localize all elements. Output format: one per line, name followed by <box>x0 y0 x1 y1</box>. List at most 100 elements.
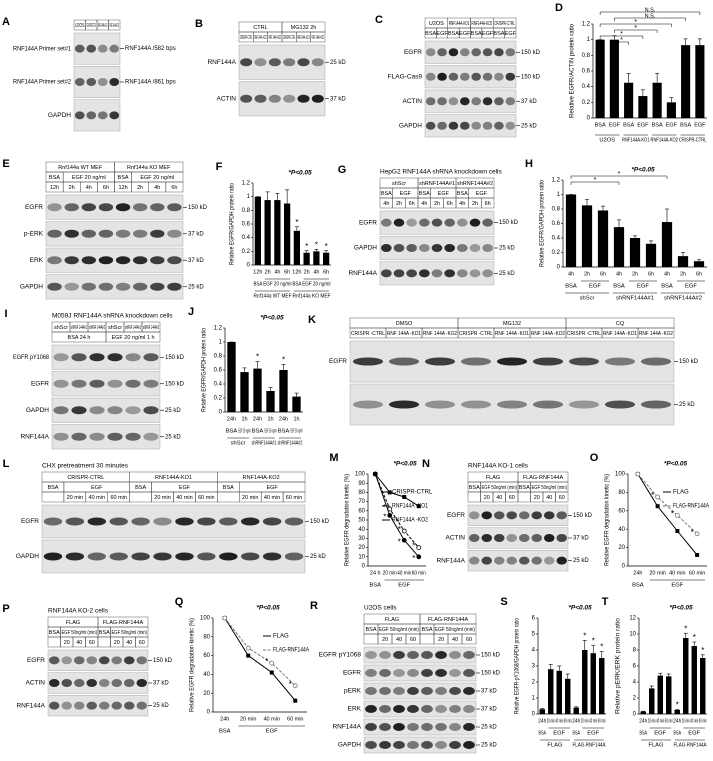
header-label: 2h <box>434 201 440 207</box>
panel-label: A <box>2 16 10 28</box>
band <box>424 357 456 366</box>
bar <box>581 205 593 267</box>
band <box>74 111 85 120</box>
point <box>416 554 422 560</box>
band <box>86 701 97 710</box>
header-label: CRISPR -CTRL <box>351 331 385 337</box>
series-line <box>637 473 698 556</box>
bar <box>681 45 691 118</box>
comparison-label: N.S. <box>645 7 656 13</box>
header-label: BSA <box>381 191 392 197</box>
header-label: 40 min <box>176 495 193 501</box>
header-label: 40 <box>126 640 132 646</box>
header-label: EGF <box>179 485 191 491</box>
bar <box>274 200 281 265</box>
x-tick-label: 6h <box>696 271 702 277</box>
header-cell <box>129 491 152 503</box>
y-axis-label: Relative EGFR/GAPDH protein ratio <box>230 182 236 265</box>
gel-title: U2OS cells <box>364 605 397 612</box>
significance: * <box>671 510 674 519</box>
band <box>311 94 324 103</box>
marker-label: 150 kD <box>165 355 185 361</box>
marker-label: 150 kD <box>499 220 519 226</box>
header-label: MG132 2h <box>291 25 317 31</box>
band <box>448 97 459 106</box>
band <box>87 552 106 561</box>
band <box>460 48 470 57</box>
band <box>424 400 456 409</box>
band <box>419 244 430 252</box>
band <box>284 552 304 561</box>
header-label: RNF 144A -KO1 <box>297 35 309 41</box>
band <box>240 58 253 67</box>
bar <box>582 650 588 714</box>
header-label: 6h <box>447 201 453 207</box>
band <box>379 723 391 731</box>
marker-label: 37 kD <box>188 258 204 264</box>
bracket <box>614 17 686 21</box>
marker-label: 25 kD <box>330 60 346 66</box>
header-label: RNF 144A -KO2 <box>312 35 324 41</box>
band <box>463 651 475 659</box>
band <box>494 511 505 520</box>
header-label: EGF <box>459 31 471 37</box>
blot-strip <box>51 344 161 370</box>
band <box>471 121 481 130</box>
subgroups-label: BSA <box>293 282 302 288</box>
band <box>437 121 447 130</box>
gel-title: M059J RNF144A shRNA knockdown cells <box>52 313 173 320</box>
panel-label: R <box>310 600 318 612</box>
header-label: FLAG-RNF144A <box>428 617 469 623</box>
header-label: 4h <box>383 201 389 207</box>
significance: * <box>412 542 415 551</box>
x-tick-label: 2h <box>304 269 310 275</box>
x-tick-label: 40 min <box>555 718 563 724</box>
band <box>71 379 87 388</box>
band <box>435 741 447 749</box>
band <box>460 121 470 130</box>
x-tick-label: 40 min <box>656 718 664 724</box>
y-tick-label: 70 <box>358 499 365 505</box>
row-label: FLAG-Cas9 <box>388 73 423 80</box>
groups-label: CRISPR-CTRL <box>679 138 707 144</box>
header-cell <box>97 636 111 648</box>
groups-label: Rnf144a KO MEF <box>293 294 331 300</box>
row-label: EGFR pY1068 <box>319 652 362 659</box>
band <box>519 511 530 520</box>
band <box>393 651 405 659</box>
band <box>407 669 419 677</box>
y-tick-label: 10 <box>358 554 365 560</box>
band <box>494 97 504 106</box>
band <box>262 552 282 561</box>
band <box>393 687 405 695</box>
header-label: RNF 144A -KO2 <box>639 331 673 337</box>
panel-label: C <box>375 14 383 26</box>
x-tick-label: EGF <box>637 122 649 128</box>
band <box>97 111 108 120</box>
header-label: shRNF 144A#1 <box>125 325 141 331</box>
band <box>53 379 69 388</box>
point <box>293 698 298 703</box>
band <box>81 282 97 291</box>
band <box>640 400 672 409</box>
row-label: ACTIN <box>26 680 46 687</box>
band <box>531 534 542 542</box>
header-label: 40 min <box>89 495 106 501</box>
bar <box>674 710 680 714</box>
bar <box>590 653 596 714</box>
header-label: EGF <box>482 31 494 37</box>
subgroups-label: BSA <box>539 731 547 737</box>
band <box>49 656 60 665</box>
row-label: GAPDH <box>20 283 43 290</box>
y-tick-label: 4 <box>532 648 536 654</box>
point <box>416 545 422 550</box>
significance: * <box>583 632 586 641</box>
groups-label: FLAG <box>547 743 563 749</box>
bar <box>279 370 288 412</box>
x-tick-label: 24h <box>538 718 546 724</box>
band <box>365 651 377 659</box>
row-label: RNF144A <box>207 59 236 66</box>
header-label: 6h <box>103 185 109 191</box>
row-label: RNF144A <box>348 270 377 277</box>
band <box>64 229 79 238</box>
